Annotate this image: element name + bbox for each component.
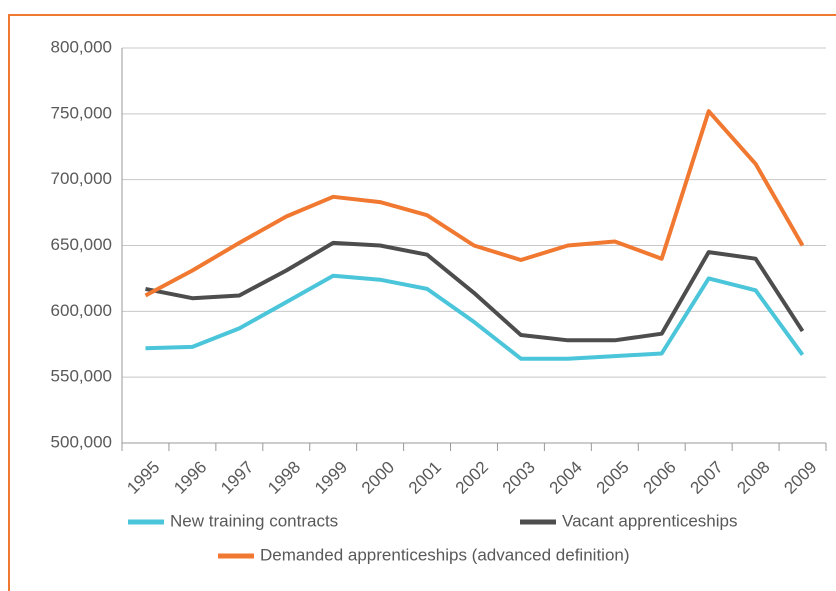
x-tick-label: 1997	[217, 458, 257, 498]
legend-label: New training contracts	[170, 511, 338, 530]
x-tick-label: 1998	[264, 458, 304, 498]
x-tick-label: 2008	[733, 458, 773, 498]
x-tick-label: 2007	[686, 458, 726, 498]
x-tick-label: 2001	[405, 458, 445, 498]
x-tick-label: 2005	[593, 458, 633, 498]
x-tick-label: 2006	[640, 458, 680, 498]
x-tick-label: 2009	[780, 458, 820, 498]
series-line	[145, 273, 805, 361]
y-tick-label: 800,000	[51, 37, 112, 56]
y-tick-label: 700,000	[51, 169, 112, 188]
x-tick-label: 2003	[499, 458, 539, 498]
x-tick-label: 2000	[358, 458, 398, 498]
y-tick-label: 500,000	[51, 432, 112, 451]
y-tick-label: 650,000	[51, 235, 112, 254]
y-tick-label: 600,000	[51, 301, 112, 320]
x-tick-label: 2002	[452, 458, 492, 498]
series-line	[144, 109, 805, 298]
y-tick-label: 750,000	[51, 103, 112, 122]
y-tick-label: 550,000	[51, 367, 112, 386]
series-line	[145, 240, 805, 343]
legend-label: Demanded apprenticeships (advanced defin…	[260, 545, 630, 564]
x-tick-label: 2004	[546, 458, 586, 498]
x-tick-label: 1996	[170, 458, 210, 498]
x-tick-label: 1995	[123, 458, 163, 498]
x-tick-label: 1999	[311, 458, 351, 498]
legend-label: Vacant apprenticeships	[562, 511, 737, 530]
